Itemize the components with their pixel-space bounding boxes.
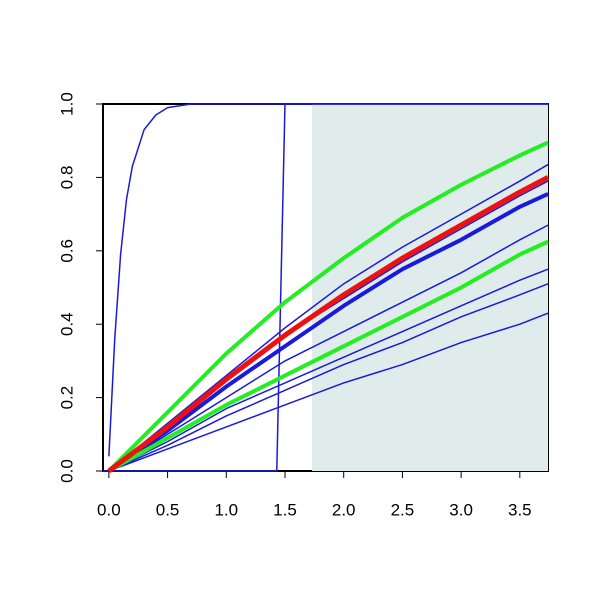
y-tick-label: 0.4 xyxy=(57,312,76,336)
curve xyxy=(108,103,548,457)
y-tick-label: 1.0 xyxy=(57,92,76,116)
curve xyxy=(107,175,550,473)
curve xyxy=(107,239,549,473)
x-tick-label: 0.0 xyxy=(97,500,121,519)
curve xyxy=(108,163,549,472)
y-tick-label: 0.6 xyxy=(57,239,76,263)
curve xyxy=(107,140,549,473)
x-tick-label: 1.0 xyxy=(214,500,238,519)
curve xyxy=(108,312,549,472)
x-tick-label: 3.5 xyxy=(508,500,532,519)
curve xyxy=(107,192,549,473)
curve xyxy=(103,103,548,472)
x-tick-label: 0.5 xyxy=(156,500,180,519)
x-tick-label: 2.0 xyxy=(332,500,356,519)
y-tick-label: 0.8 xyxy=(57,166,76,190)
curve xyxy=(108,268,549,472)
y-tick-label: 0.0 xyxy=(57,459,76,483)
y-tick-label: 0.2 xyxy=(57,386,76,410)
x-tick-label: 1.5 xyxy=(273,500,297,519)
curve xyxy=(108,224,549,472)
x-tick-label: 3.0 xyxy=(449,500,473,519)
curve xyxy=(108,283,549,472)
x-tick-label: 2.5 xyxy=(391,500,415,519)
